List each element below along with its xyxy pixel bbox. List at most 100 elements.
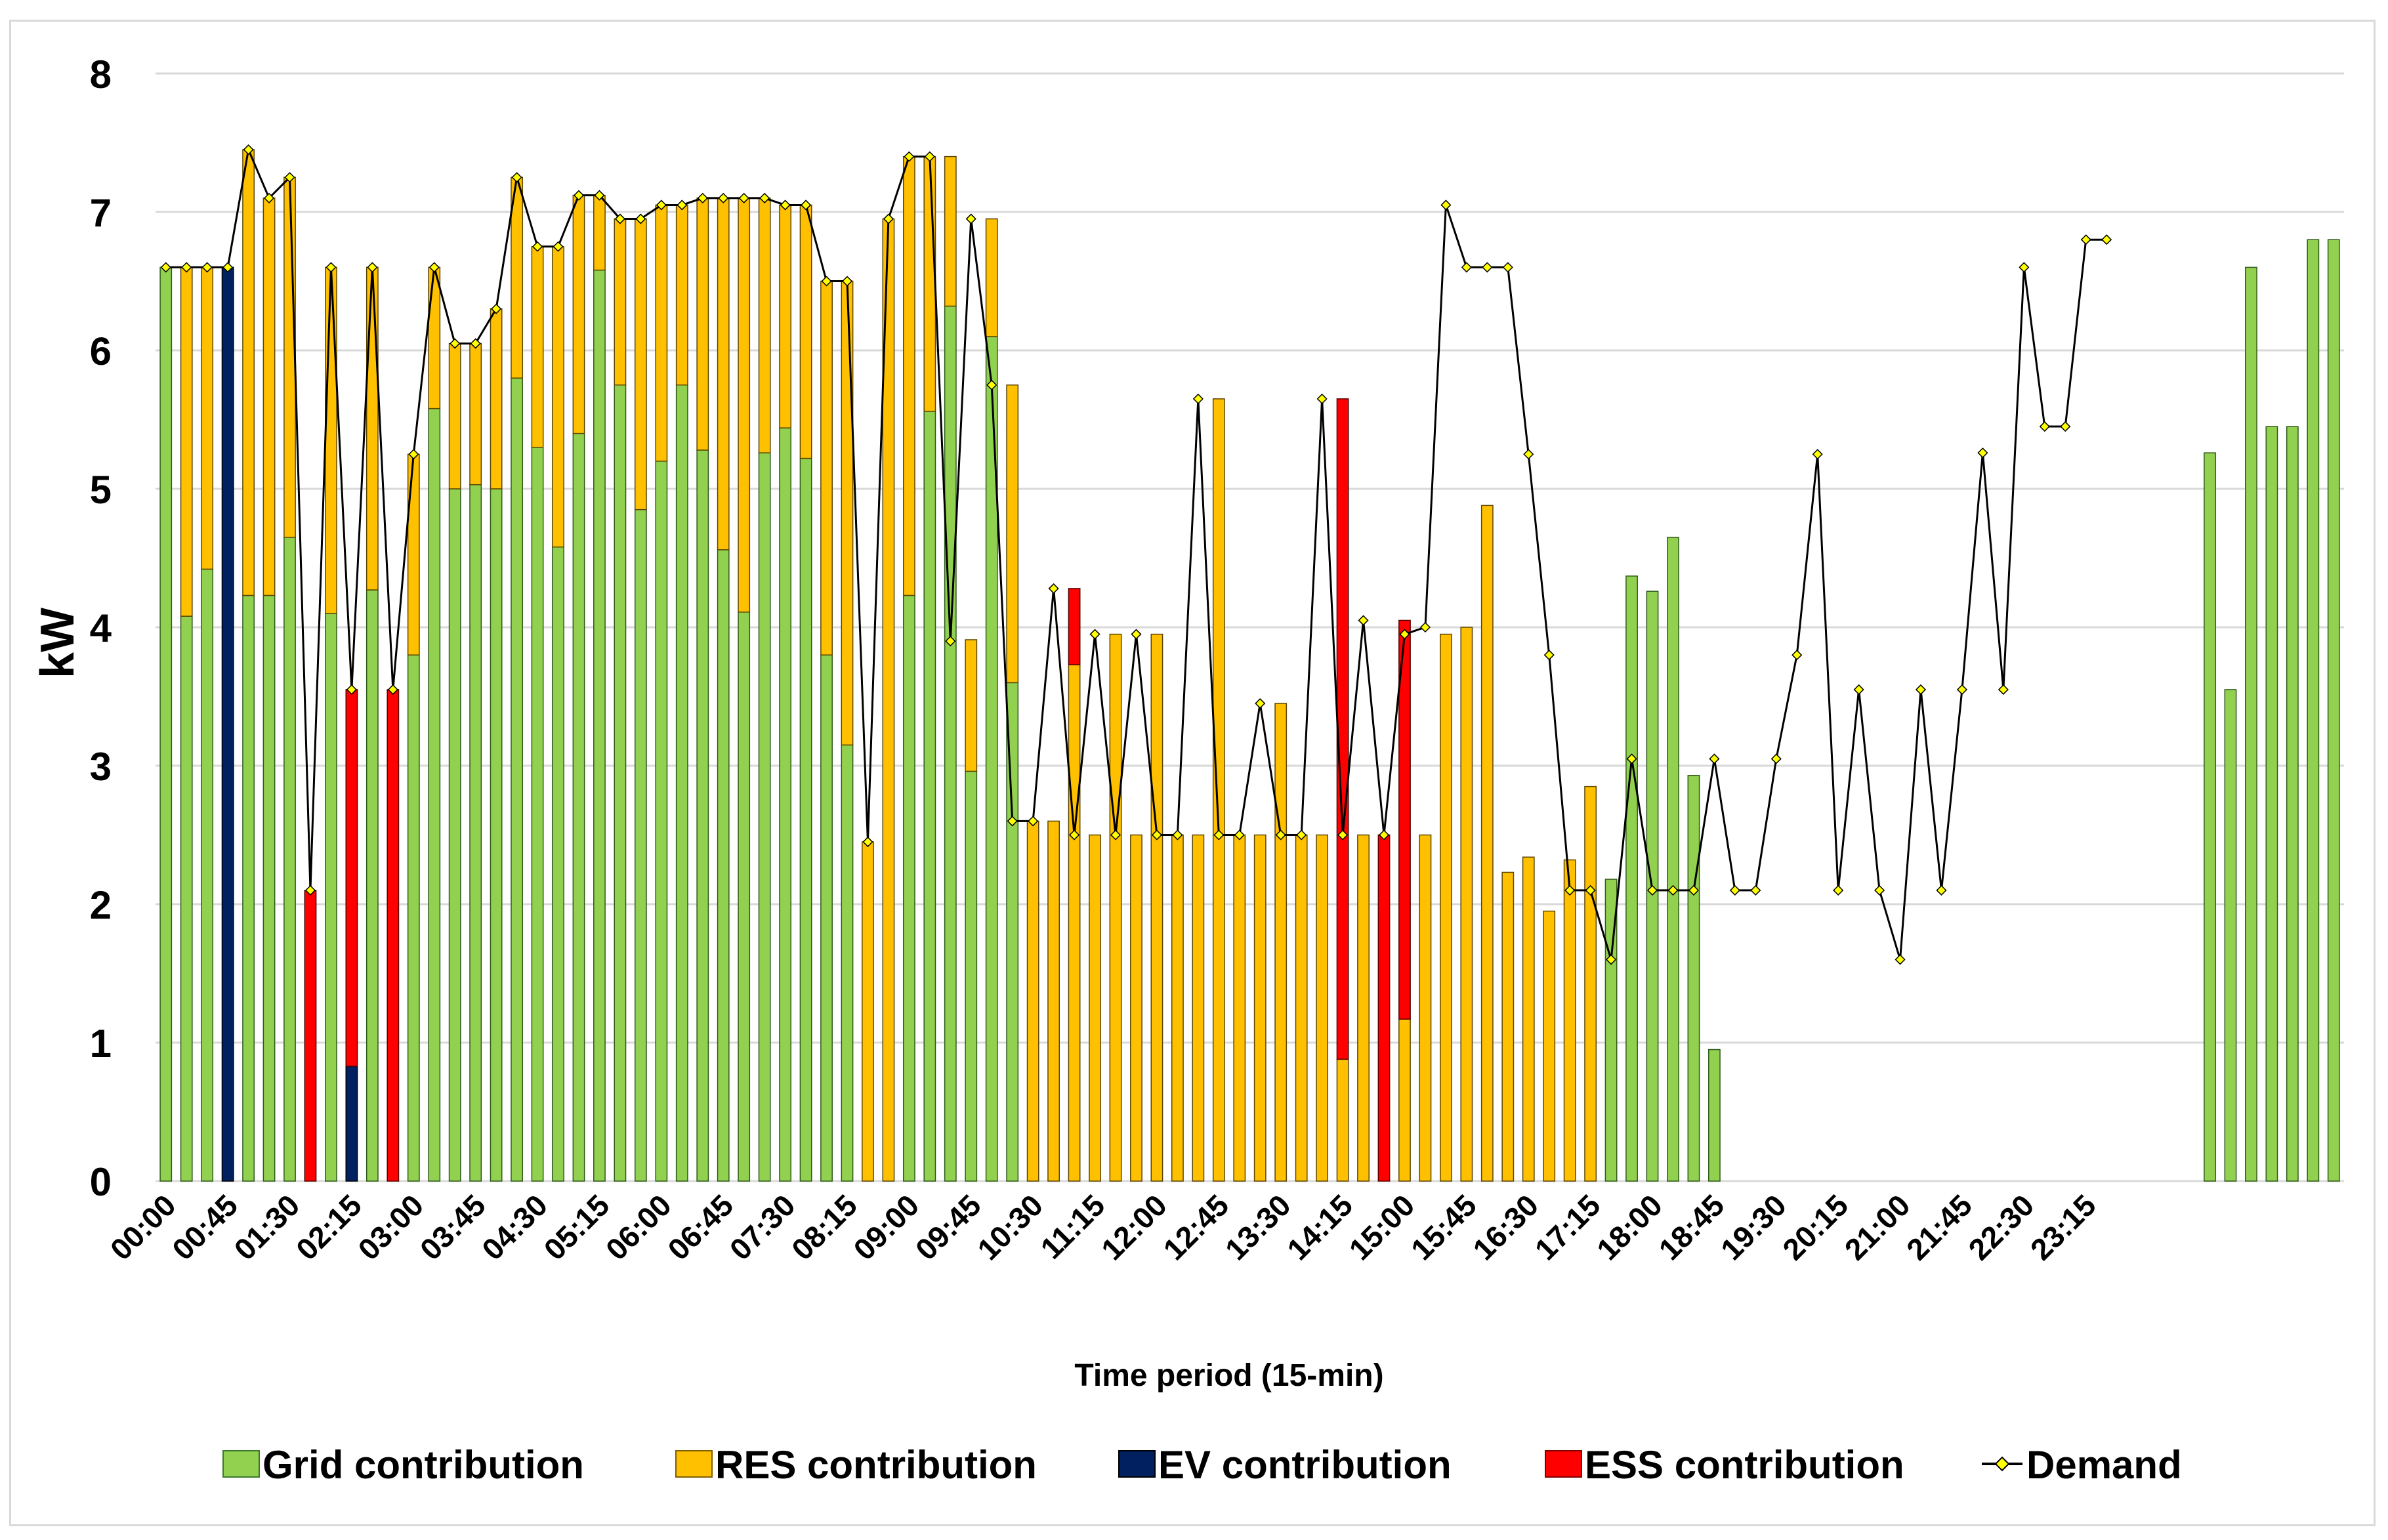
res-bar <box>1419 834 1432 1182</box>
x-tick-label: 07:30 <box>723 1188 802 1266</box>
res-bar <box>1501 871 1515 1182</box>
x-tick-label: 03:00 <box>351 1188 430 1266</box>
demand-marker <box>1089 629 1100 640</box>
grid-bar <box>944 305 957 1182</box>
demand-marker <box>697 192 708 203</box>
res-bar <box>1150 633 1163 1182</box>
demand-marker <box>1750 884 1761 896</box>
y-tick-label: 7 <box>90 191 112 235</box>
res-bar <box>1089 834 1101 1182</box>
x-tick-label: 10:30 <box>971 1188 1049 1266</box>
res-bar <box>1130 834 1142 1182</box>
res-bar <box>1357 834 1370 1182</box>
demand-marker <box>553 241 564 252</box>
grid-bar <box>799 457 812 1182</box>
grid-bar <box>572 432 585 1182</box>
x-tick-label: 01:30 <box>228 1188 306 1266</box>
grid-bar <box>242 594 255 1182</box>
demand-marker <box>1977 447 1988 459</box>
res-bar <box>1543 910 1556 1182</box>
res-bar <box>531 246 544 448</box>
ess-bar <box>1398 619 1411 1020</box>
res-bar <box>655 204 668 462</box>
res-bar <box>201 266 214 570</box>
res-bar <box>1316 834 1329 1182</box>
demand-marker <box>222 262 234 273</box>
demand-marker <box>1358 615 1369 626</box>
grid-bar <box>675 385 688 1182</box>
demand-marker <box>470 338 481 349</box>
res-bar <box>1026 820 1039 1182</box>
x-axis-ticks: 00:0000:4501:3002:1503:0003:4504:3005:15… <box>104 1188 2103 1266</box>
demand-marker <box>1667 884 1679 896</box>
demand-marker <box>1585 884 1596 896</box>
y-tick-label: 5 <box>90 468 112 512</box>
grid-bar <box>511 377 523 1182</box>
demand-marker <box>801 199 812 211</box>
legend-swatch-res <box>675 1450 713 1478</box>
res-bar <box>1439 633 1452 1182</box>
demand-marker <box>1048 583 1059 594</box>
legend-swatch-ev <box>1118 1450 1156 1478</box>
x-tick-label: 00:00 <box>104 1188 182 1266</box>
demand-marker <box>1956 684 1968 696</box>
grid-bar <box>696 449 709 1182</box>
y-tick-label: 4 <box>90 606 112 650</box>
demand-marker <box>160 262 171 273</box>
demand-marker <box>532 241 543 252</box>
grid-bar <box>965 770 978 1182</box>
grid-bar <box>820 654 833 1182</box>
ev-bar <box>221 266 234 1182</box>
grid-bar <box>180 615 193 1182</box>
res-bar <box>675 204 688 386</box>
res-bar <box>696 198 709 451</box>
grid-bar <box>531 446 544 1182</box>
res-bar <box>1295 834 1308 1182</box>
ess-bar <box>1377 834 1391 1182</box>
x-tick-label: 11:15 <box>1034 1188 1111 1265</box>
demand-marker <box>656 199 667 211</box>
demand-marker <box>1853 684 1864 696</box>
x-tick-label: 12:00 <box>1095 1188 1173 1266</box>
grid-bar <box>614 385 627 1182</box>
grid-bar <box>2286 426 2299 1182</box>
bars <box>159 149 2340 1182</box>
grid-bar <box>2204 452 2216 1182</box>
demand-marker <box>201 262 213 273</box>
y-tick-label: 2 <box>90 883 112 927</box>
demand-marker <box>346 684 357 696</box>
x-tick-label: 14:15 <box>1280 1188 1359 1266</box>
res-bar <box>717 198 730 551</box>
demand-marker <box>573 190 585 201</box>
res-bar <box>180 266 193 617</box>
x-tick-label: 08:15 <box>785 1188 864 1266</box>
res-bar <box>902 156 915 596</box>
chart-frame <box>9 20 2376 1526</box>
x-tick-label: 18:45 <box>1652 1188 1731 1266</box>
x-tick-label: 03:45 <box>413 1188 492 1266</box>
demand-marker <box>1874 884 1885 896</box>
demand-marker <box>1523 449 1534 460</box>
y-tick-label: 1 <box>90 1022 112 1066</box>
grid-bar <box>2307 239 2320 1182</box>
demand-marker <box>1998 684 2009 696</box>
demand-marker <box>1936 884 1947 896</box>
demand-marker <box>718 192 729 203</box>
grid-bar <box>448 488 461 1182</box>
demand-marker <box>1461 262 1472 273</box>
res-bar <box>1398 1018 1411 1182</box>
x-axis-label: Time period (15-min) <box>1074 1358 1383 1393</box>
x-tick-label: 02:15 <box>289 1188 368 1266</box>
demand-marker <box>1791 650 1803 661</box>
x-tick-label: 18:00 <box>1590 1188 1669 1266</box>
res-bar <box>469 343 482 486</box>
ess-bar <box>1068 588 1081 665</box>
res-bar <box>262 198 276 596</box>
res-bar <box>1584 785 1597 1182</box>
grid-bar <box>1687 775 1700 1182</box>
res-bar <box>1047 820 1060 1182</box>
res-bar <box>862 841 874 1182</box>
demand-marker <box>904 151 915 162</box>
demand-marker <box>304 884 316 896</box>
